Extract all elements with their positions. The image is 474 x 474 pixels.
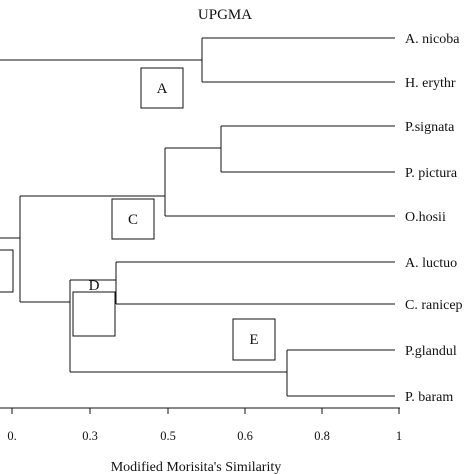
cluster-box-a bbox=[140, 67, 184, 109]
cluster-label-c: C bbox=[128, 212, 138, 228]
x-axis-tick-label-2: 0.5 bbox=[160, 429, 176, 443]
cluster-label-e: E bbox=[249, 332, 258, 348]
x-axis: 0. 0.3 0.5 0.6 0.8 1 Modified Morisita's… bbox=[0, 407, 402, 474]
cluster-label-d: D bbox=[89, 278, 100, 294]
cluster-boxes: A C D E bbox=[0, 67, 276, 361]
cluster-label-a: A bbox=[157, 81, 168, 97]
leaf-label-a-luctuo: A. luctuo bbox=[405, 256, 457, 271]
cluster-box-left-partial bbox=[0, 249, 14, 293]
leaf-label-p-baram: P. baram bbox=[405, 390, 453, 405]
cluster-box-e bbox=[232, 318, 276, 361]
leaf-label-o-hosii: O.hosii bbox=[405, 210, 446, 225]
leaf-label-a-nicobar: A. nicoba bbox=[405, 32, 460, 47]
leaf-label-h-erythr: H. erythr bbox=[405, 76, 456, 91]
x-axis-tick-label-4: 0.8 bbox=[314, 429, 330, 443]
leaf-labels: A. nicoba H. erythr P.signata P. pictura… bbox=[405, 32, 463, 405]
leaf-label-p-signata: P.signata bbox=[405, 120, 455, 135]
x-axis-tick-label-0: 0. bbox=[7, 429, 16, 443]
dendrogram-branches bbox=[0, 37, 395, 397]
cluster-box-d bbox=[72, 291, 116, 337]
x-axis-tick-label-1: 0.3 bbox=[82, 429, 98, 443]
dendrogram-title: UPGMA bbox=[198, 7, 252, 23]
x-axis-tick-label-5: 1 bbox=[396, 429, 402, 443]
leaf-label-p-glandul: P.glandul bbox=[405, 344, 457, 359]
leaf-label-c-ranicep: C. ranicep bbox=[405, 298, 463, 313]
leaf-label-p-pictura: P. pictura bbox=[405, 166, 458, 181]
x-axis-tick-label-3: 0.6 bbox=[237, 429, 253, 443]
cluster-box-c bbox=[111, 198, 155, 240]
x-axis-title: Modified Morisita's Similarity bbox=[111, 460, 282, 474]
